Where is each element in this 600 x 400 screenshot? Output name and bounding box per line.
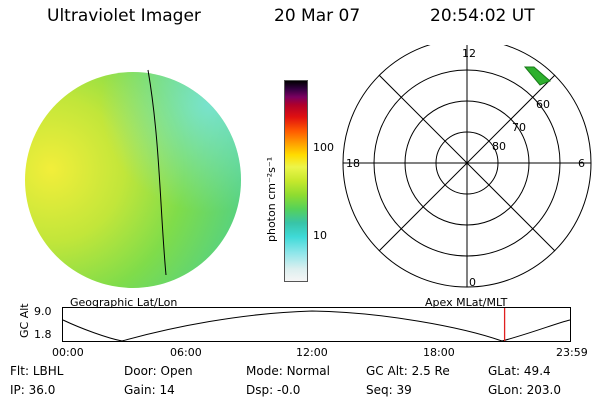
- colorbar-tick-100: 100: [313, 141, 334, 154]
- altitude-timeline: [62, 307, 571, 342]
- date-label: 20 Mar 07: [274, 6, 361, 26]
- time-tick-1800: 18:00: [423, 346, 455, 359]
- time-tick-1200: 12:00: [296, 346, 328, 359]
- terminator-line: [147, 69, 167, 276]
- status-filter: Flt: LBHL: [10, 364, 64, 378]
- colorbar: [284, 80, 308, 282]
- geographic-caption: Geographic Lat/Lon: [70, 296, 178, 309]
- altitude-curve: [62, 310, 571, 342]
- status-mode: Mode: Normal: [246, 364, 330, 378]
- auroral-feature: [523, 66, 551, 86]
- status-seq: Seq: 39: [366, 383, 412, 397]
- status-dsp: Dsp: -0.0: [246, 383, 301, 397]
- mlt-label-0: 0: [469, 276, 476, 289]
- status-ip: IP: 36.0: [10, 383, 56, 397]
- instrument-title: Ultraviolet Imager: [47, 6, 201, 26]
- status-gain: Gain: 14: [124, 383, 175, 397]
- status-glat: GLat: 49.4: [488, 364, 551, 378]
- mlt-label-12: 12: [462, 47, 476, 60]
- altitude-tick-min: 1.8: [34, 328, 52, 341]
- lat-label-60: 60: [536, 98, 550, 111]
- time-tick-2359: 23:59: [556, 346, 588, 359]
- time-tick-0600: 06:00: [170, 346, 202, 359]
- altitude-axis-label: GC Alt: [18, 303, 31, 338]
- time-label: 20:54:02 UT: [430, 6, 535, 26]
- time-tick-0000: 00:00: [52, 346, 84, 359]
- colorbar-unit-label: photon cm⁻²s⁻¹: [265, 156, 278, 242]
- mlt-label-18: 18: [346, 157, 360, 170]
- status-door: Door: Open: [124, 364, 193, 378]
- status-glon: GLon: 203.0: [488, 383, 561, 397]
- altitude-tick-max: 9.0: [34, 305, 52, 318]
- colorbar-tick-10: 10: [313, 229, 327, 242]
- mlt-label-6: 6: [578, 157, 585, 170]
- apex-caption: Apex MLat/MLT: [425, 296, 508, 309]
- uv-image-disk: [25, 69, 241, 288]
- lat-label-80: 80: [492, 140, 506, 153]
- lat-label-70: 70: [512, 121, 526, 134]
- polar-plot: [342, 45, 592, 288]
- status-gc-alt: GC Alt: 2.5 Re: [366, 364, 450, 378]
